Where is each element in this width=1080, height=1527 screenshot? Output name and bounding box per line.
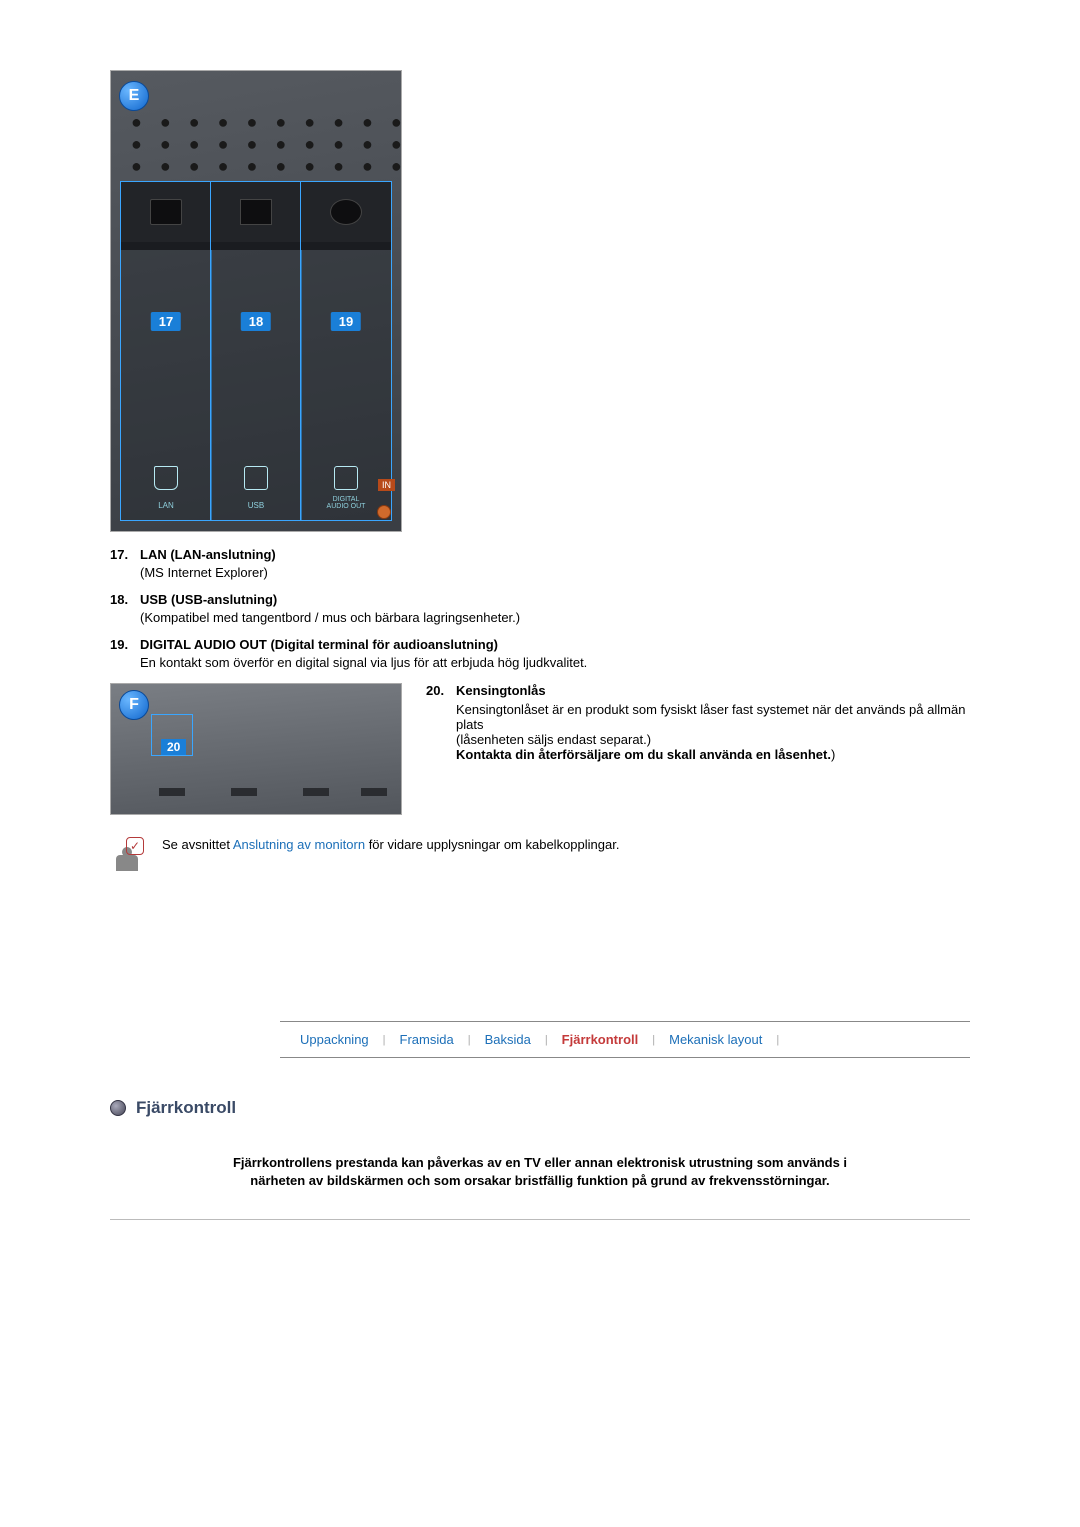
product-photo-f: F 20 <box>110 683 402 815</box>
tab-uppackning[interactable]: Uppackning <box>286 1032 383 1047</box>
item-num: 18. <box>110 591 140 626</box>
tab-mekanisk-layout[interactable]: Mekanisk layout <box>655 1032 776 1047</box>
list-item: 20. Kensingtonlås Kensingtonlåset är en … <box>426 683 970 762</box>
item-desc: En kontakt som överför en digital signal… <box>140 655 587 670</box>
tab-framsida[interactable]: Framsida <box>386 1032 468 1047</box>
badge-f: F <box>119 690 149 720</box>
item-num: 17. <box>110 546 140 581</box>
tab-separator-icon: | <box>776 1034 779 1046</box>
port-label-usb: USB <box>211 501 301 510</box>
item-title: USB (USB-anslutning) <box>140 592 277 607</box>
port-num-19: 19 <box>331 312 361 331</box>
item-title: LAN (LAN-anslutning) <box>140 547 276 562</box>
badge-e: E <box>119 81 149 111</box>
item-desc-line: ) <box>831 747 835 762</box>
note-prefix: Se avsnittet <box>162 837 233 852</box>
port-col-19: 19 DIGITAL AUDIO OUT <box>300 181 392 521</box>
warning-line1: Fjärrkontrollens prestanda kan påverkas … <box>233 1155 847 1170</box>
section-title: Fjärrkontroll <box>136 1098 236 1118</box>
tab-baksida[interactable]: Baksida <box>471 1032 545 1047</box>
info-person-icon: ✓ <box>110 837 144 871</box>
item-title: Kensingtonlås <box>456 683 970 698</box>
list-item: 17. LAN (LAN-anslutning) (MS Internet Ex… <box>110 546 970 581</box>
item-num: 20. <box>426 683 456 762</box>
bullet-icon <box>110 1100 126 1116</box>
port-num-20: 20 <box>161 739 186 755</box>
item-desc: (MS Internet Explorer) <box>140 565 268 580</box>
list-item: 18. USB (USB-anslutning) (Kompatibel med… <box>110 591 970 626</box>
port-col-17: 17 LAN <box>120 181 212 521</box>
item-num: 19. <box>110 636 140 671</box>
item-desc-line: Kensingtonlåset är en produkt som fysisk… <box>456 702 970 732</box>
product-photo-e: E ●●●●●●●●●●●●●●●●●●●●●●●●●●●●●●●●● 17 L… <box>110 70 402 532</box>
in-dot-icon <box>377 505 391 519</box>
section-heading: Fjärrkontroll <box>110 1098 970 1118</box>
item-desc: (Kompatibel med tangentbord / mus och bä… <box>140 610 520 625</box>
warning-line2: närheten av bildskärmen och som orsakar … <box>250 1173 829 1188</box>
list-item: 19. DIGITAL AUDIO OUT (Digital terminal … <box>110 636 970 671</box>
tab-fjarrkontroll[interactable]: Fjärrkontroll <box>548 1032 653 1047</box>
note-row: ✓ Se avsnittet Anslutning av monitorn fö… <box>110 837 970 871</box>
item-desc-line: (låsenheten säljs endast separat.) <box>456 732 970 747</box>
note-link[interactable]: Anslutning av monitorn <box>233 837 365 852</box>
in-badge: IN <box>378 479 395 491</box>
port-num-18: 18 <box>241 312 271 331</box>
spec-list: 17. LAN (LAN-anslutning) (MS Internet Ex… <box>110 546 970 671</box>
port-label-lan: LAN <box>121 501 211 510</box>
port-area: 17 LAN 18 USB 19 DIGITAL AUDIO OUT <box>121 181 391 521</box>
item-desc-emphasis: Kontakta din återförsäljare om du skall … <box>456 747 831 762</box>
item-title: DIGITAL AUDIO OUT (Digital terminal för … <box>140 637 498 652</box>
port-col-18: 18 USB <box>210 181 302 521</box>
section-tabbar: Uppackning | Framsida | Baksida | Fjärrk… <box>280 1021 970 1058</box>
vent-dots: ●●●●●●●●●●●●●●●●●●●●●●●●●●●●●●●●● <box>131 111 381 177</box>
remote-warning: Fjärrkontrollens prestanda kan påverkas … <box>110 1154 970 1219</box>
port-num-17: 17 <box>151 312 181 331</box>
note-suffix: för vidare upplysningar om kabelkoppling… <box>365 837 619 852</box>
